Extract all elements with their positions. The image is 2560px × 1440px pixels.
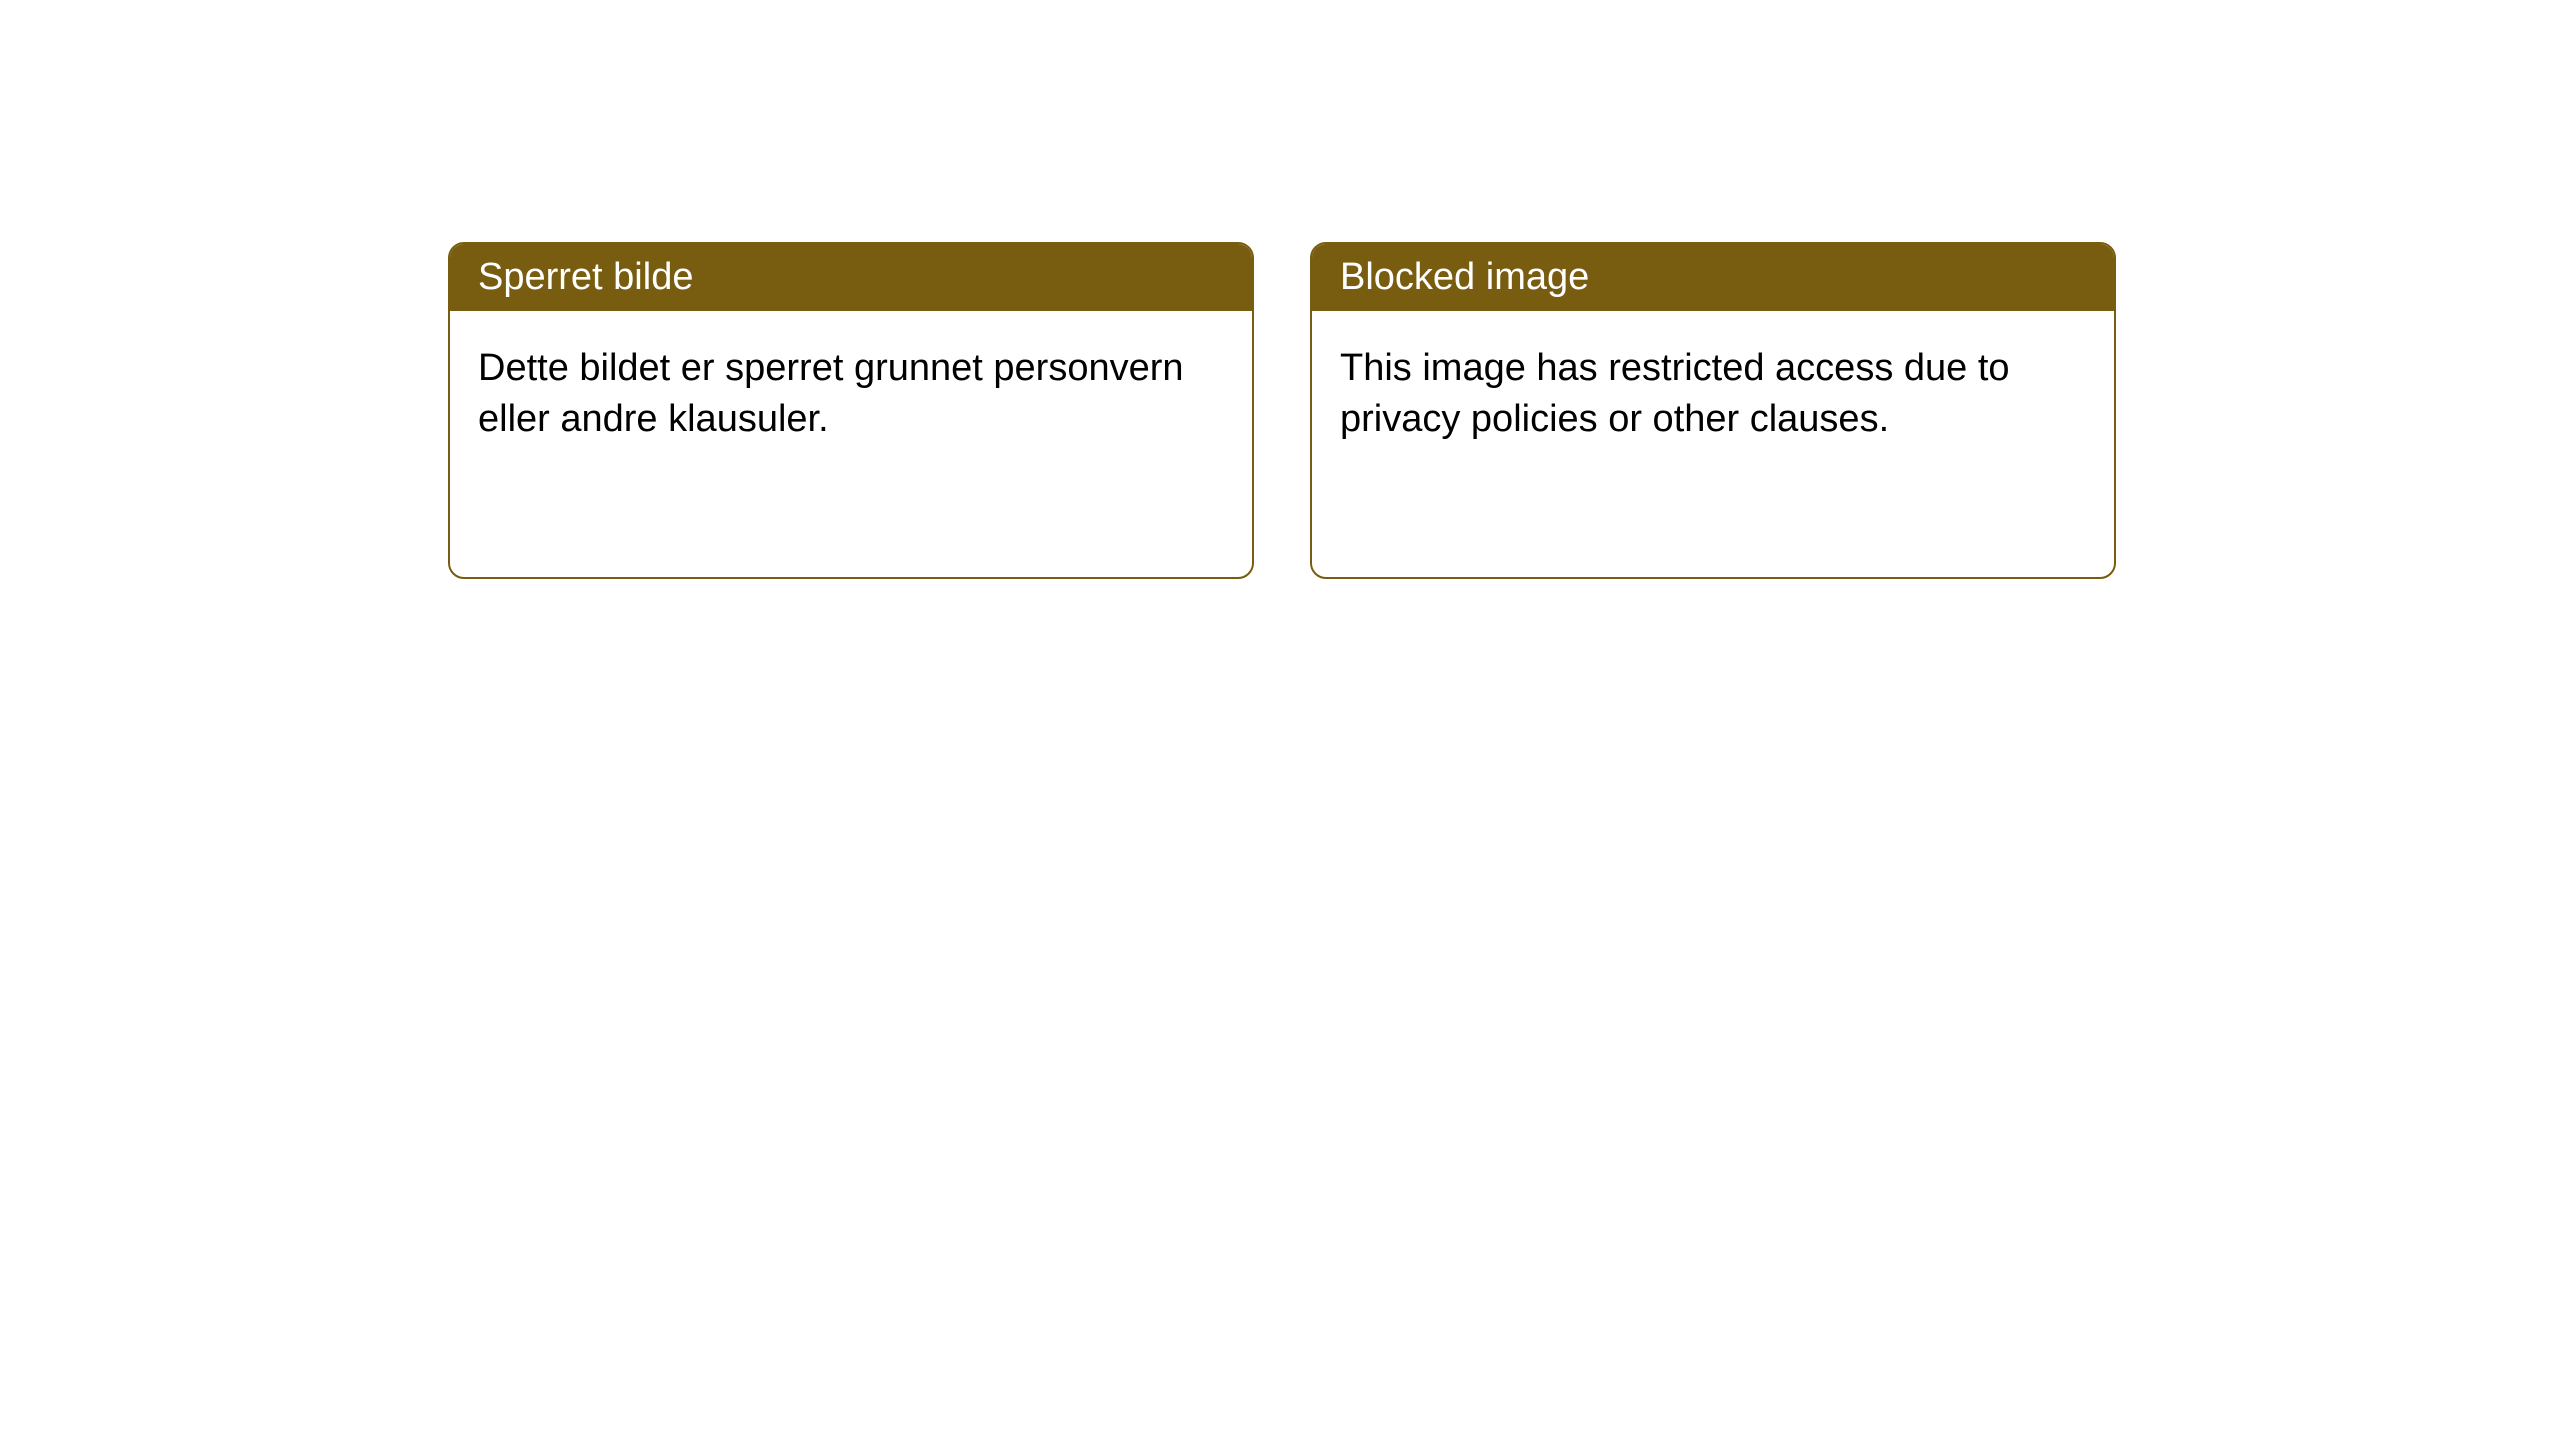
card-title: Blocked image: [1340, 256, 1589, 298]
card-title: Sperret bilde: [478, 256, 693, 298]
card-body-text: Dette bildet er sperret grunnet personve…: [478, 347, 1184, 440]
card-body-text: This image has restricted access due to …: [1340, 347, 2010, 440]
card-header: Sperret bilde: [450, 244, 1252, 311]
card-header: Blocked image: [1312, 244, 2114, 311]
notice-card-norwegian: Sperret bilde Dette bildet er sperret gr…: [448, 242, 1254, 579]
card-body: Dette bildet er sperret grunnet personve…: [450, 311, 1252, 478]
notice-container: Sperret bilde Dette bildet er sperret gr…: [0, 0, 2560, 579]
notice-card-english: Blocked image This image has restricted …: [1310, 242, 2116, 579]
card-body: This image has restricted access due to …: [1312, 311, 2114, 478]
